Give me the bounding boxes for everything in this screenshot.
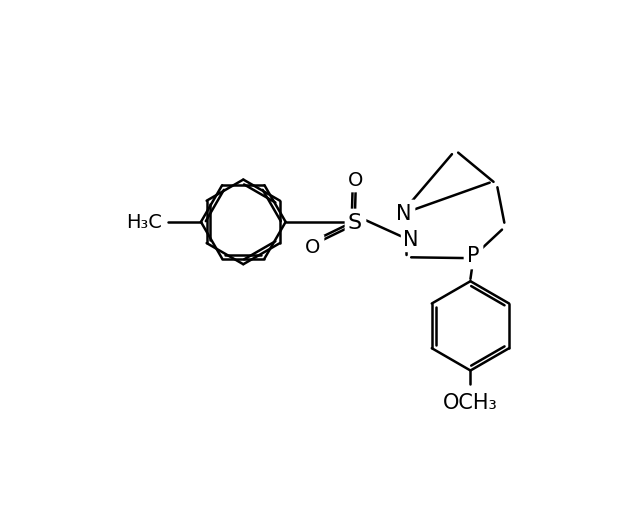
Text: N: N [396, 203, 412, 223]
Text: OCH₃: OCH₃ [443, 392, 498, 412]
Text: O: O [305, 238, 320, 257]
Text: N: N [396, 203, 412, 223]
Text: P: P [467, 245, 479, 266]
Text: S: S [348, 212, 362, 233]
Text: O: O [348, 171, 364, 190]
Text: P: P [467, 245, 479, 266]
Text: O: O [348, 171, 364, 190]
Text: S: S [348, 212, 362, 233]
Text: H₃C: H₃C [127, 212, 163, 231]
Text: N: N [403, 230, 419, 249]
Text: O: O [305, 238, 320, 257]
